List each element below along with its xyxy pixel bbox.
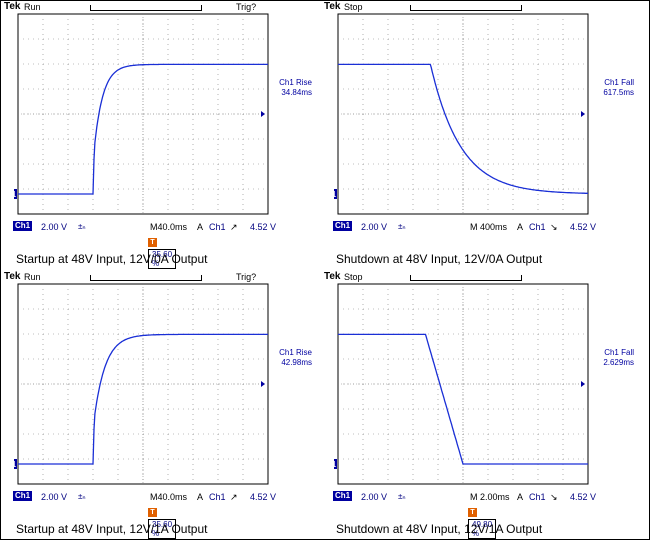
channel-badge: Ch1 xyxy=(13,491,33,501)
measurement-value: 617.5ms xyxy=(603,88,634,97)
waveform-display: 1 xyxy=(14,283,269,485)
waveform-trace xyxy=(338,333,588,465)
record-position-bar xyxy=(90,5,202,11)
brand-label: Tek xyxy=(4,271,21,282)
svg-text:1: 1 xyxy=(14,190,17,199)
ground-marker-icon: 1 xyxy=(14,459,17,469)
trigger-source: Ch1 xyxy=(529,222,546,232)
record-position-bar xyxy=(90,275,202,281)
brand-label: Tek xyxy=(4,1,21,12)
trigger-status: Trig? xyxy=(236,272,257,282)
channel-badge: Ch1 xyxy=(13,221,33,231)
scope-footer: Ch1 2.00 V ±ₙ M40.0ms A Ch1 ↗ 4.52 V xyxy=(4,220,314,234)
channel-badge: Ch1 xyxy=(333,491,353,501)
waveform-trace xyxy=(338,63,588,194)
measurement-label: Ch1 Fall xyxy=(604,78,634,87)
trigger-slope-icon: ↘ xyxy=(550,222,558,232)
ground-marker-icon: 1 xyxy=(334,459,337,469)
measurement-readout: Ch1 Rise 34.84ms xyxy=(252,78,312,98)
ground-marker-icon: 1 xyxy=(14,189,17,199)
scope-footer: Ch1 2.00 V ±ₙ M 400ms A Ch1 ↘ 4.52 V xyxy=(324,220,634,234)
measurement-readout: Ch1 Fall 2.629ms xyxy=(574,348,634,368)
acquisition-state: Stop xyxy=(344,2,363,12)
trigger-position-percent: 35.60 % xyxy=(148,519,177,539)
measurement-label: Ch1 Rise xyxy=(279,348,312,357)
measurement-readout: Ch1 Fall 617.5ms xyxy=(574,78,634,98)
scope-footer: Ch1 2.00 V ±ₙ M 2.00ms A Ch1 ↘ 4.52 V xyxy=(324,490,634,504)
trigger-source: Ch1 xyxy=(209,222,226,232)
volts-per-div: 2.00 V xyxy=(41,222,68,232)
scope-header: Tek Stop xyxy=(324,0,634,14)
waveform-display: 1 xyxy=(334,283,589,485)
scope-footer: Ch1 2.00 V ±ₙ M40.0ms A Ch1 ↗ 4.52 V xyxy=(4,490,314,504)
timebase: M40.0ms xyxy=(150,492,188,502)
acquisition-state: Run xyxy=(24,2,41,12)
trigger-mode: A xyxy=(517,222,524,232)
trigger-level-arrow-icon xyxy=(261,111,265,117)
channel-badge: Ch1 xyxy=(333,221,353,231)
coupling-icon: ±ₙ xyxy=(78,492,86,501)
trigger-level: 4.52 V xyxy=(570,492,597,502)
volts-per-div: 2.00 V xyxy=(361,492,388,502)
measurement-value: 34.84ms xyxy=(281,88,312,97)
volts-per-div: 2.00 V xyxy=(361,222,388,232)
trigger-level: 4.52 V xyxy=(570,222,597,232)
trigger-level-arrow-icon xyxy=(581,111,585,117)
trigger-status: Trig? xyxy=(236,2,257,12)
trigger-slope-icon: ↗ xyxy=(230,492,238,502)
trigger-level-arrow-icon xyxy=(581,381,585,387)
brand-label: Tek xyxy=(324,271,341,282)
trigger-mode: A xyxy=(197,222,204,232)
acquisition-state: Run xyxy=(24,272,41,282)
waveform-display: 1 xyxy=(334,13,589,215)
brand-label: Tek xyxy=(324,1,341,12)
trigger-position-readout: T 35.60 % xyxy=(148,507,177,539)
svg-text:1: 1 xyxy=(334,460,337,469)
svg-text:1: 1 xyxy=(14,460,17,469)
measurement-label: Ch1 Fall xyxy=(604,348,634,357)
trigger-position-readout: T 49.80 % xyxy=(468,507,497,539)
coupling-icon: ±ₙ xyxy=(398,492,406,501)
timebase: M40.0ms xyxy=(150,222,188,232)
trigger-level: 4.52 V xyxy=(250,222,277,232)
trigger-slope-icon: ↗ xyxy=(230,222,238,232)
trigger-source: Ch1 xyxy=(529,492,546,502)
trigger-position-icon: T xyxy=(148,238,157,248)
timebase: M 400ms xyxy=(470,222,508,232)
scope-header: Tek Run Trig? xyxy=(4,270,314,284)
trigger-position-percent: 49.80 % xyxy=(468,519,497,539)
panel-caption: Startup at 48V Input, 12V/1A Output xyxy=(16,522,208,536)
trigger-position-readout: T 35.60 % xyxy=(148,237,177,269)
measurement-readout: Ch1 Rise 42.98ms xyxy=(252,348,312,368)
trigger-source: Ch1 xyxy=(209,492,226,502)
record-position-bar xyxy=(410,5,522,11)
ground-marker-icon: 1 xyxy=(334,189,337,199)
trigger-position-percent: 35.60 % xyxy=(148,249,177,269)
trigger-level: 4.52 V xyxy=(250,492,277,502)
scope-header: Tek Stop xyxy=(324,270,634,284)
trigger-level-arrow-icon xyxy=(261,381,265,387)
waveform-trace xyxy=(18,333,268,465)
trigger-position-icon: T xyxy=(148,508,157,518)
waveform-display: 1 xyxy=(14,13,269,215)
trigger-mode: A xyxy=(197,492,204,502)
record-position-bar xyxy=(410,275,522,281)
svg-text:1: 1 xyxy=(334,190,337,199)
coupling-icon: ±ₙ xyxy=(398,222,406,231)
measurement-value: 42.98ms xyxy=(281,358,312,367)
measurement-value: 2.629ms xyxy=(603,358,634,367)
trigger-mode: A xyxy=(517,492,524,502)
volts-per-div: 2.00 V xyxy=(41,492,68,502)
timebase: M 2.00ms xyxy=(470,492,510,502)
panel-caption: Shutdown at 48V Input, 12V/0A Output xyxy=(336,252,543,266)
scope-header: Tek Run Trig? xyxy=(4,0,314,14)
trigger-slope-icon: ↘ xyxy=(550,492,558,502)
acquisition-state: Stop xyxy=(344,272,363,282)
panel-caption: Shutdown at 48V Input, 12V/1A Output xyxy=(336,522,543,536)
panel-caption: Startup at 48V Input, 12V/0A Output xyxy=(16,252,208,266)
waveform-trace xyxy=(18,63,268,195)
coupling-icon: ±ₙ xyxy=(78,222,86,231)
trigger-position-icon: T xyxy=(468,508,477,518)
measurement-label: Ch1 Rise xyxy=(279,78,312,87)
